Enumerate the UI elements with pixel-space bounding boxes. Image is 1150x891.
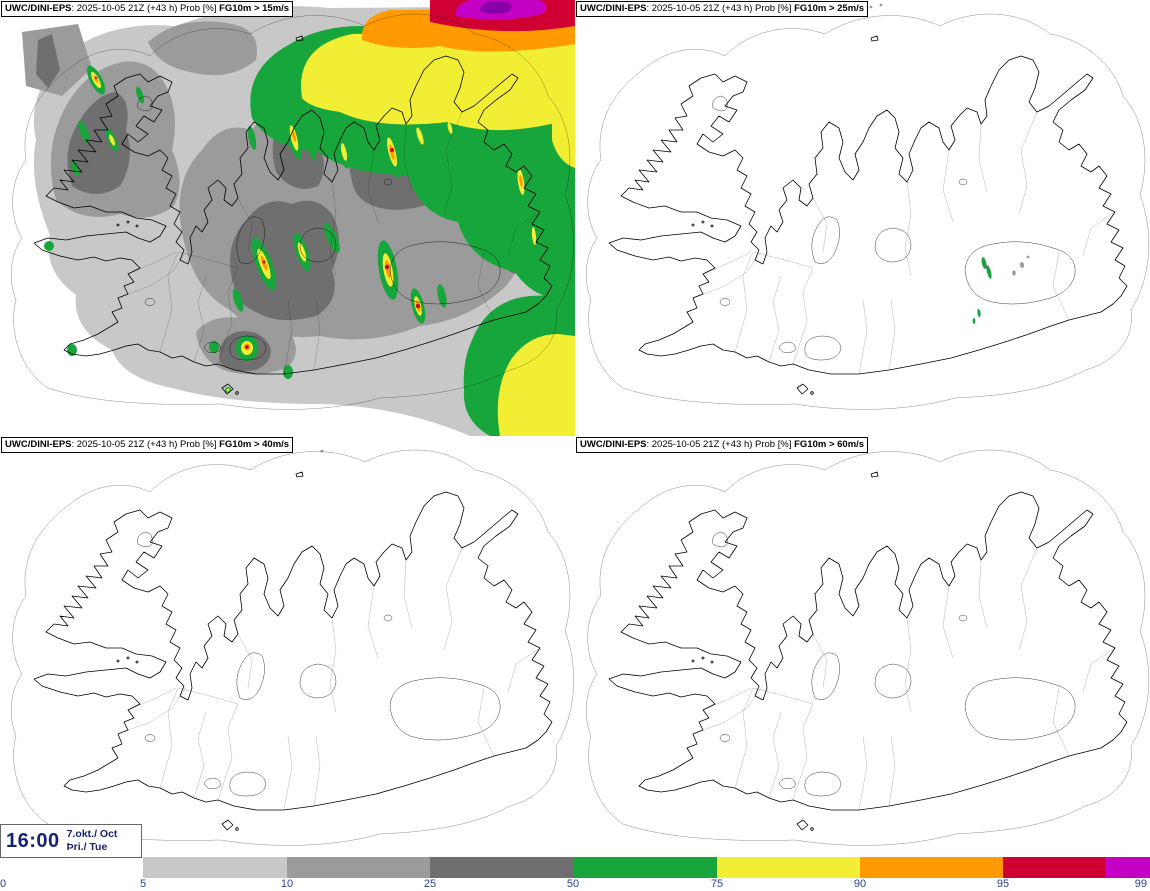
legend-tick-label: 10 <box>280 878 294 890</box>
model-name: UWC/DINI-EPS <box>5 3 72 14</box>
panel-title: UWC/DINI-EPS: 2025-10-05 21Z (+43 h) Pro… <box>576 437 869 454</box>
valid-time-box: 16:00 7.okt./ Oct Þri./ Tue <box>0 824 142 858</box>
legend-tick-label: 75 <box>710 878 724 890</box>
threshold-label: FG10m > 60m/s <box>794 439 865 450</box>
legend-tick-label: 90 <box>853 878 867 890</box>
threshold-label: FG10m > 15m/s <box>219 3 290 14</box>
map-panel-prob-fg10m-gt-40: UWC/DINI-EPS: 2025-10-05 21Z (+43 h) Pro… <box>0 436 575 872</box>
valid-time: 16:00 <box>6 829 60 852</box>
valid-weekday-line: Þri./ Tue <box>66 841 108 853</box>
iceland-map-svg <box>10 449 575 846</box>
iceland-map-svg <box>585 3 1150 410</box>
threshold-label: FG10m > 25m/s <box>794 3 865 14</box>
map-panel-prob-fg10m-gt-60: UWC/DINI-EPS: 2025-10-05 21Z (+43 h) Pro… <box>575 436 1150 872</box>
legend-segment-5-10 <box>143 857 287 878</box>
panel-title: UWC/DINI-EPS: 2025-10-05 21Z (+43 h) Pro… <box>576 1 869 18</box>
legend-tick-label: 5 <box>139 878 147 890</box>
probability-field <box>22 0 575 436</box>
legend-segment-25-50 <box>430 857 573 878</box>
run-info: : 2025-10-05 21Z (+43 h) Prob [%] <box>646 439 795 450</box>
map-panel-prob-fg10m-gt-25: UWC/DINI-EPS: 2025-10-05 21Z (+43 h) Pro… <box>575 0 1150 436</box>
legend-segment-95-99 <box>1003 857 1105 878</box>
legend-segment-50-75 <box>573 857 717 878</box>
iceland-map-svg <box>585 449 1150 846</box>
panel-title: UWC/DINI-EPS: 2025-10-05 21Z (+43 h) Pro… <box>1 437 294 454</box>
valid-date: 7.okt./ Oct Þri./ Tue <box>67 828 118 853</box>
iceland-map-svg <box>10 0 575 436</box>
legend-segment-10-25 <box>287 857 430 878</box>
map-panel-prob-fg10m-gt-15: UWC/DINI-EPS: 2025-10-05 21Z (+43 h) Pro… <box>0 0 575 436</box>
probability-legend-bar <box>0 857 1150 878</box>
threshold-label: FG10m > 40m/s <box>219 439 290 450</box>
valid-date-line: 7.okt./ Oct <box>66 828 118 841</box>
panel-title: UWC/DINI-EPS: 2025-10-05 21Z (+43 h) Pro… <box>1 1 294 18</box>
legend-tick-label: 99 <box>1134 878 1147 890</box>
legend-tick-label: 50 <box>566 878 580 890</box>
legend-tick-label: 25 <box>423 878 437 890</box>
probability-field <box>320 449 324 453</box>
probability-field <box>869 3 1030 324</box>
run-info: : 2025-10-05 21Z (+43 h) Prob [%] <box>646 3 795 14</box>
model-name: UWC/DINI-EPS <box>580 3 647 14</box>
legend-segment-99+ <box>1105 857 1150 878</box>
legend-segment-90-95 <box>860 857 1003 878</box>
probability-legend-ticks: 0 5 10 25 50 75 90 95 99 <box>0 878 1150 891</box>
probability-legend: 0 5 10 25 50 75 90 95 99 <box>0 857 1150 891</box>
legend-tick-label: 0 <box>0 878 7 890</box>
legend-tick-label: 95 <box>996 878 1010 890</box>
run-info: : 2025-10-05 21Z (+43 h) Prob [%] <box>71 439 220 450</box>
model-name: UWC/DINI-EPS <box>580 439 647 450</box>
model-name: UWC/DINI-EPS <box>5 439 72 450</box>
legend-segment-75-90 <box>717 857 860 878</box>
run-info: : 2025-10-05 21Z (+43 h) Prob [%] <box>71 3 220 14</box>
